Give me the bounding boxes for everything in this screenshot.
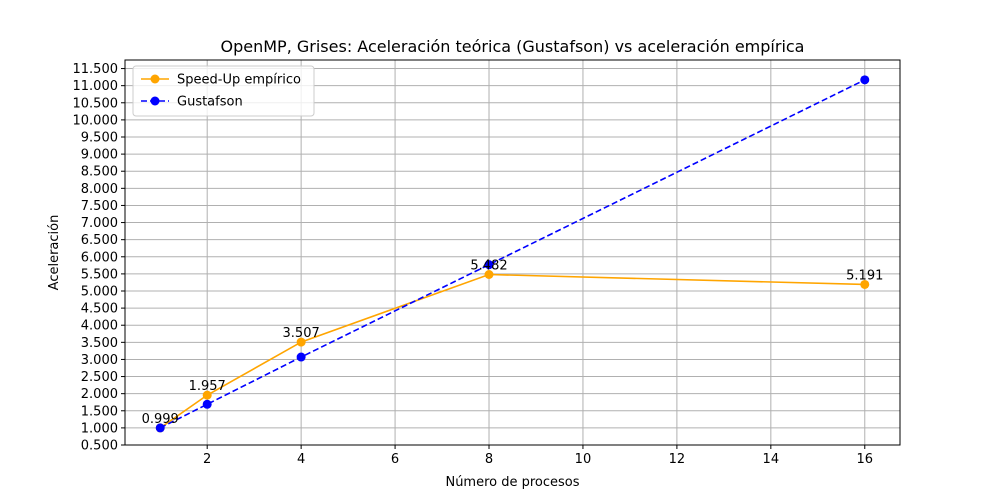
y-tick-label: 11.000 [73,79,119,94]
data-point-gustafson [860,75,870,85]
data-label: 5.191 [846,268,883,283]
plot-series: 0.999 1.957 3.507 5.482 5.191 [142,75,883,433]
y-tick-label: 4.500 [81,302,118,317]
y-tick-label: 4.000 [81,319,118,334]
x-tick-label: 10 [575,452,592,467]
data-label: 5.482 [470,259,507,274]
y-tick-label: 7.000 [81,216,118,231]
data-point-gustafson [484,260,494,270]
x-tick-label: 12 [669,452,686,467]
data-label: 0.999 [142,412,179,427]
y-tick-label: 1.000 [81,421,118,436]
x-tick-label: 8 [485,452,493,467]
y-tick-label: 10.000 [73,113,119,128]
y-tick-label: 8.500 [81,165,118,180]
legend-marker [150,96,160,106]
y-tick-label: 11.500 [73,62,119,77]
legend-label: Gustafson [177,95,243,110]
y-tick-label: 6.000 [81,250,118,265]
legend-marker [150,74,160,84]
data-point-speed-up-emp-rico [484,270,494,280]
x-tick-label: 16 [856,452,873,467]
data-label: 1.957 [189,379,226,394]
data-point-speed-up-emp-rico [860,279,870,289]
legend-label: Speed-Up empírico [177,73,301,88]
y-tick-label: 6.500 [81,233,118,248]
y-tick-label: 1.500 [81,404,118,419]
plot-frame [124,59,901,446]
x-tick-label: 14 [763,452,780,467]
data-point-speed-up-emp-rico [296,337,306,347]
y-tick-label: 9.000 [81,148,118,163]
y-tick-label: 8.000 [81,182,118,197]
y-tick-label: 5.500 [81,267,118,282]
x-axis-title: Número de procesos [445,475,579,490]
legend-box [132,65,315,117]
chart-title: OpenMP, Grises: Aceleración teórica (Gus… [221,37,805,56]
x-tick-label: 2 [203,452,211,467]
y-tick-label: 0.500 [81,439,118,454]
y-tick-label: 5.000 [81,285,118,300]
x-tick-label: 4 [297,452,305,467]
y-tick-label: 9.500 [81,131,118,146]
y-tick-label: 2.500 [81,370,118,385]
data-label: 3.507 [283,326,320,341]
data-point-speed-up-emp-rico [202,390,212,400]
data-point-gustafson [155,423,165,433]
data-point-gustafson [202,399,212,409]
axes: 2 4 6 8 10 12 14 16 0.500 1.000 1.500 2.000 2.500 3.0… [73,62,874,467]
y-tick-label: 3.500 [81,336,118,351]
y-tick-label: 7.500 [81,199,118,214]
y-tick-label: 2.000 [81,387,118,402]
legend: Speed-Up empírico Gustafson [132,65,315,117]
data-point-gustafson [296,352,306,362]
x-tick-label: 6 [391,452,399,467]
y-tick-label: 3.000 [81,353,118,368]
y-tick-label: 10.500 [73,96,119,111]
y-axis-title: Aceleración [47,215,62,291]
